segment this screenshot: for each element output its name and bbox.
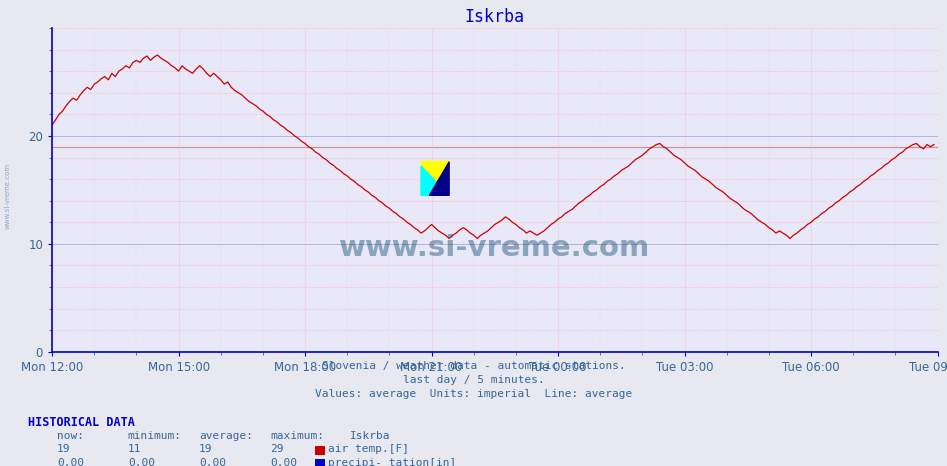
Text: precipi- tation[in]: precipi- tation[in] xyxy=(328,458,456,466)
Text: air temp.[F]: air temp.[F] xyxy=(328,445,409,454)
Text: 0.00: 0.00 xyxy=(128,458,155,466)
Text: 0.00: 0.00 xyxy=(199,458,226,466)
Text: 0.00: 0.00 xyxy=(57,458,84,466)
Text: now:: now: xyxy=(57,432,84,441)
Text: HISTORICAL DATA: HISTORICAL DATA xyxy=(28,417,135,429)
Bar xyxy=(421,161,449,185)
Text: Values: average  Units: imperial  Line: average: Values: average Units: imperial Line: av… xyxy=(314,389,633,399)
Text: minimum:: minimum: xyxy=(128,432,182,441)
Text: 11: 11 xyxy=(128,445,141,454)
Text: www.si-vreme.com: www.si-vreme.com xyxy=(5,163,10,229)
Polygon shape xyxy=(429,162,449,195)
Title: Iskrba: Iskrba xyxy=(465,8,525,27)
Text: Slovenia / weather data - automatic stations.: Slovenia / weather data - automatic stat… xyxy=(322,361,625,371)
Text: www.si-vreme.com: www.si-vreme.com xyxy=(339,234,651,262)
Text: 19: 19 xyxy=(57,445,70,454)
Text: 0.00: 0.00 xyxy=(270,458,297,466)
Text: 29: 29 xyxy=(270,445,283,454)
Polygon shape xyxy=(421,166,449,195)
Text: maximum:: maximum: xyxy=(270,432,324,441)
Text: 19: 19 xyxy=(199,445,212,454)
Text: Iskrba: Iskrba xyxy=(350,432,391,441)
Text: last day / 5 minutes.: last day / 5 minutes. xyxy=(402,375,545,385)
Text: average:: average: xyxy=(199,432,253,441)
